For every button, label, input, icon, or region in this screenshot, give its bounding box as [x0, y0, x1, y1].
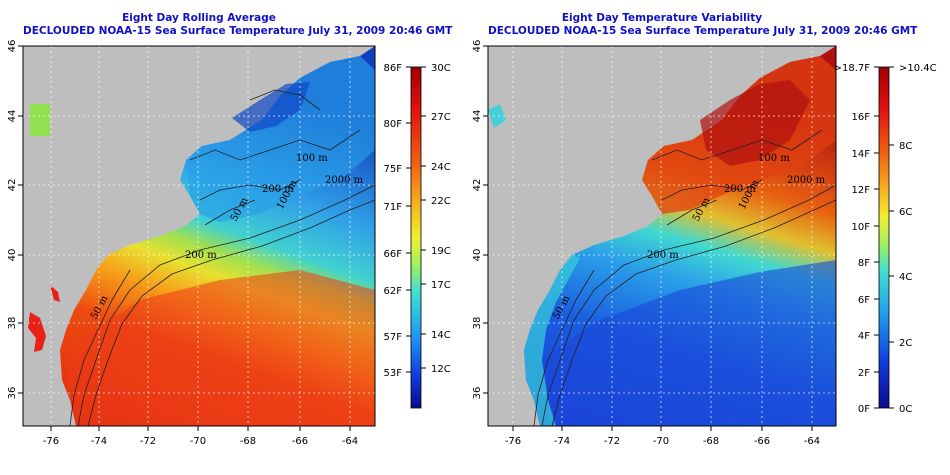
right-axis-ticks	[483, 45, 813, 431]
right-lon-tick-74: -74	[554, 436, 570, 447]
left-lat-tick-40: 40	[7, 249, 18, 262]
left-title-line2: DECLOUDED NOAA-15 Sea Surface Temperatur…	[23, 25, 453, 37]
left-lat-tick-36: 36	[7, 387, 18, 400]
left-cb-f-80: 80F	[384, 119, 403, 130]
right-lon-tick-68: -68	[703, 436, 719, 447]
left-graticule	[23, 46, 375, 426]
left-lon-tick-76: -76	[43, 436, 59, 447]
left-inland-lake	[30, 104, 50, 136]
right-cb-c-4: 4C	[899, 272, 912, 283]
left-contour-label-100m: 100 m	[296, 153, 328, 164]
right-cb-f-18-7: >18.7F	[834, 63, 871, 74]
right-lat-tick-46: 46	[472, 40, 483, 53]
left-contour-label-200m-a: 200 m	[262, 184, 294, 195]
left-lon-tick-66: -66	[292, 436, 308, 447]
left-cb-c-17: 17C	[431, 280, 451, 291]
left-cb-f-75: 75F	[384, 164, 403, 175]
right-lon-tick-64: -64	[804, 436, 820, 447]
left-lon-tick-68: -68	[240, 436, 256, 447]
right-low-var-south	[534, 260, 836, 426]
right-cb-c-2: 2C	[899, 338, 912, 349]
left-lon-tick-72: -72	[140, 436, 156, 447]
left-lon-tick-70: -70	[190, 436, 206, 447]
right-lon-tick-72: -72	[604, 436, 620, 447]
right-cb-c-10-4: >10.4C	[899, 63, 937, 74]
right-lat-tick-40: 40	[472, 249, 483, 262]
left-cb-f-86: 86F	[384, 63, 403, 74]
right-bathymetry-contours	[533, 129, 837, 427]
left-lat-tick-42: 42	[7, 179, 18, 192]
left-colorbar: 86F 80F 75F 71F 66F 62F 57F 53F 30C 27C …	[384, 63, 451, 409]
left-cb-f-66: 66F	[384, 249, 403, 260]
right-cb-f-2: 2F	[858, 368, 870, 379]
right-contour-label-2000m: 2000 m	[787, 175, 826, 186]
right-colorbar-ramp	[878, 66, 890, 409]
left-cb-c-12: 12C	[431, 364, 451, 375]
right-cb-c-6: 6C	[899, 207, 912, 218]
left-cb-f-53: 53F	[384, 368, 403, 379]
right-title-line2: DECLOUDED NOAA-15 Sea Surface Temperatur…	[488, 25, 918, 37]
left-lat-tick-46: 46	[7, 40, 18, 53]
left-warm-band	[66, 270, 375, 426]
right-title: Eight Day Temperature Variability DECLOU…	[488, 12, 918, 38]
left-title: Eight Day Rolling Average DECLOUDED NOAA…	[23, 12, 453, 38]
left-delaware	[50, 285, 60, 302]
left-axis-ticks	[18, 45, 351, 431]
right-lon-tick-66: -66	[754, 436, 770, 447]
right-lon-tick-76: -76	[505, 436, 521, 447]
left-cb-c-22: 22C	[431, 196, 451, 207]
left-cb-c-30: 30C	[431, 63, 451, 74]
right-cb-f-10: 10F	[852, 222, 871, 233]
left-cb-f-57: 57F	[384, 332, 403, 343]
left-bathymetry-contours	[69, 89, 376, 427]
right-cb-f-0: 0F	[858, 404, 870, 415]
left-chesapeake	[28, 312, 46, 352]
right-cb-f-16: 16F	[852, 112, 871, 123]
right-cb-f-8: 8F	[858, 258, 870, 269]
right-lat-tick-44: 44	[472, 110, 483, 123]
right-gulf-extreme-var	[700, 80, 810, 166]
left-lon-tick-64: -64	[342, 436, 358, 447]
right-lon-tick-70: -70	[653, 436, 669, 447]
right-lat-tick-36: 36	[472, 387, 483, 400]
right-cb-f-12: 12F	[852, 185, 871, 196]
right-map-frame	[487, 45, 837, 427]
left-cb-f-71: 71F	[384, 202, 403, 213]
left-cb-f-62: 62F	[384, 286, 403, 297]
left-deep-cold-patch	[232, 82, 310, 132]
left-cb-c-19: 19C	[431, 246, 451, 257]
right-map: 100 m 200 m 2000 m 200 m 50 m 50 m 100 m…	[472, 40, 837, 447]
left-lat-tick-44: 44	[7, 110, 18, 123]
right-title-line1: Eight Day Temperature Variability	[561, 12, 763, 24]
right-cb-f-6: 6F	[858, 295, 870, 306]
right-cb-f-14: 14F	[852, 149, 871, 160]
left-map-frame	[22, 45, 376, 427]
right-contour-label-100m: 100 m	[758, 153, 790, 164]
left-cb-c-14: 14C	[431, 330, 451, 341]
right-cb-c-8: 8C	[899, 141, 912, 152]
left-lon-tick-74: -74	[91, 436, 107, 447]
right-contour-label-200m-b: 200 m	[647, 250, 679, 261]
right-cb-c-0: 0C	[899, 404, 912, 415]
left-title-line1: Eight Day Rolling Average	[122, 12, 276, 24]
right-graticule	[488, 46, 836, 426]
right-lat-tick-38: 38	[472, 317, 483, 330]
right-coastal-bands	[524, 255, 580, 426]
left-contour-label-200m-b: 200 m	[185, 250, 217, 261]
left-contour-label-2000m: 2000 m	[325, 175, 364, 186]
left-colorbar-ramp	[410, 66, 422, 409]
right-lat-tick-42: 42	[472, 179, 483, 192]
left-map: 100 m 200 m 2000 m 200 m 50 m 50 m 100 m…	[7, 40, 376, 447]
right-contour-label-200m-a: 200 m	[724, 184, 756, 195]
right-cb-f-4: 4F	[858, 331, 870, 342]
left-cb-c-24: 24C	[431, 162, 451, 173]
right-colorbar: >18.7F 16F 14F 12F 10F 8F 6F 4F 2F 0F >1…	[834, 63, 937, 415]
left-gulf-of-maine	[186, 56, 375, 222]
left-cb-c-27: 27C	[431, 112, 451, 123]
left-lat-tick-38: 38	[7, 317, 18, 330]
right-north-coast-dots	[488, 104, 506, 128]
